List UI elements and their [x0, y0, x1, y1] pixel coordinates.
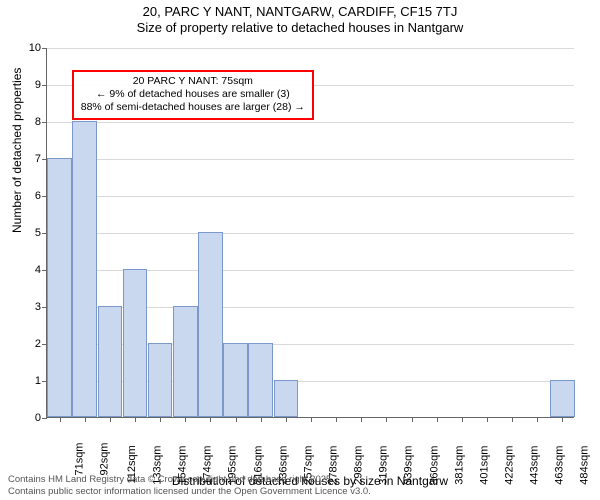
x-tick-label: 484sqm	[573, 446, 591, 485]
histogram-bar	[173, 306, 198, 417]
x-tick-label: 92sqm	[92, 443, 110, 476]
x-tick-mark	[437, 417, 438, 422]
x-tick-mark	[487, 417, 488, 422]
grid-line	[47, 122, 574, 123]
x-tick-mark	[185, 417, 186, 422]
chart-area: 01234567891071sqm92sqm112sqm133sqm154sqm…	[46, 48, 574, 418]
y-tick-label: 0	[35, 412, 47, 424]
histogram-bar	[98, 306, 123, 417]
page-title-line1: 20, PARC Y NANT, NANTGARW, CARDIFF, CF15…	[0, 4, 600, 20]
x-tick-mark	[462, 417, 463, 422]
x-tick-mark	[386, 417, 387, 422]
plot-area: 01234567891071sqm92sqm112sqm133sqm154sqm…	[46, 48, 574, 418]
histogram-bar	[550, 380, 575, 417]
x-tick-mark	[311, 417, 312, 422]
x-tick-mark	[261, 417, 262, 422]
histogram-bar	[248, 343, 273, 417]
y-tick-label: 2	[35, 338, 47, 350]
x-tick-mark	[336, 417, 337, 422]
y-tick-label: 3	[35, 301, 47, 313]
x-tick-mark	[135, 417, 136, 422]
x-tick-mark	[60, 417, 61, 422]
footer-line2: Contains public sector information licen…	[8, 486, 371, 498]
annotation-line1: 20 PARC Y NANT: 75sqm	[80, 75, 305, 88]
y-tick-label: 8	[35, 116, 47, 128]
footer-attribution: Contains HM Land Registry data © Crown c…	[8, 474, 371, 498]
y-tick-label: 10	[29, 42, 47, 54]
annotation-line3: 88% of semi-detached houses are larger (…	[80, 101, 305, 114]
grid-line	[47, 233, 574, 234]
annotation-box: 20 PARC Y NANT: 75sqm← 9% of detached ho…	[72, 70, 313, 119]
annotation-line2: ← 9% of detached houses are smaller (3)	[80, 88, 305, 101]
y-tick-label: 4	[35, 264, 47, 276]
histogram-bar	[47, 158, 72, 417]
x-tick-mark	[110, 417, 111, 422]
footer-line1: Contains HM Land Registry data © Crown c…	[8, 474, 371, 486]
histogram-bar	[198, 232, 223, 417]
grid-line	[47, 48, 574, 49]
histogram-bar	[72, 121, 97, 417]
x-tick-mark	[160, 417, 161, 422]
y-tick-label: 1	[35, 375, 47, 387]
histogram-bar	[223, 343, 248, 417]
x-tick-mark	[361, 417, 362, 422]
x-tick-mark	[537, 417, 538, 422]
x-tick-mark	[512, 417, 513, 422]
x-tick-mark	[85, 417, 86, 422]
x-tick-mark	[562, 417, 563, 422]
y-tick-label: 9	[35, 79, 47, 91]
x-tick-mark	[412, 417, 413, 422]
grid-line	[47, 159, 574, 160]
histogram-bar	[148, 343, 173, 417]
x-tick-mark	[210, 417, 211, 422]
histogram-bar	[123, 269, 148, 417]
grid-line	[47, 196, 574, 197]
histogram-bar	[274, 380, 299, 417]
y-tick-label: 7	[35, 153, 47, 165]
x-tick-label: 71sqm	[67, 443, 85, 476]
x-tick-mark	[286, 417, 287, 422]
y-tick-label: 5	[35, 227, 47, 239]
page-title-line2: Size of property relative to detached ho…	[0, 20, 600, 36]
y-tick-label: 6	[35, 190, 47, 202]
x-tick-mark	[236, 417, 237, 422]
y-axis-label: Number of detached properties	[10, 68, 24, 233]
